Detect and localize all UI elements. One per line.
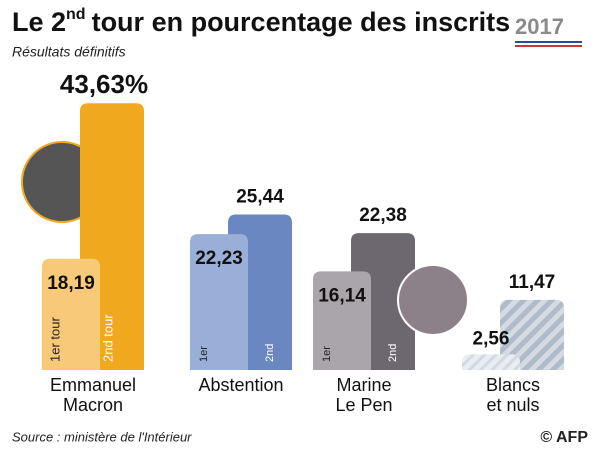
bar (500, 299, 564, 370)
value-label: 16,14 (318, 285, 366, 306)
series-label: 1er (321, 346, 333, 362)
title-part: tour en pourcentage des inscrits (92, 7, 511, 37)
bar (462, 354, 520, 370)
x-tick-label: Marine (336, 375, 391, 395)
value-label: 25,44 (236, 186, 284, 207)
source: Source : ministère de l'Intérieur (12, 429, 192, 444)
x-tick-label: Abstention (198, 375, 283, 395)
x-tick-label: Blancs (486, 375, 540, 395)
photo (397, 264, 469, 336)
value-label: 2,56 (473, 328, 510, 349)
x-tick-label: et nuls (486, 395, 539, 415)
series-label: 1er tour (47, 317, 62, 362)
value-label: 43,63% (60, 69, 148, 99)
value-label: 18,19 (47, 273, 95, 294)
series-label: 2nd tour (100, 314, 115, 362)
x-tick-label: Le Pen (335, 395, 392, 415)
title-part: Le 2 (12, 7, 66, 37)
chart-subtitle: Résultats définitifs (12, 44, 126, 60)
credit: © AFP (540, 429, 588, 446)
value-label: 22,38 (359, 205, 407, 226)
logo: 2017 (515, 14, 564, 39)
bar (313, 271, 371, 370)
series-label: 2nd (264, 344, 276, 362)
series-label: 1er (198, 346, 210, 362)
value-label: 11,47 (509, 272, 556, 293)
x-tick-label: Macron (63, 395, 123, 415)
bar (42, 258, 100, 370)
chart-title: Le 2nd tour en pourcentage des inscrits (12, 6, 510, 37)
x-tick-label: Emmanuel (50, 375, 136, 395)
series-label: 2nd (387, 344, 399, 362)
value-label: 22,23 (195, 248, 243, 269)
title-superscript: nd (66, 6, 86, 23)
bar (190, 234, 248, 370)
